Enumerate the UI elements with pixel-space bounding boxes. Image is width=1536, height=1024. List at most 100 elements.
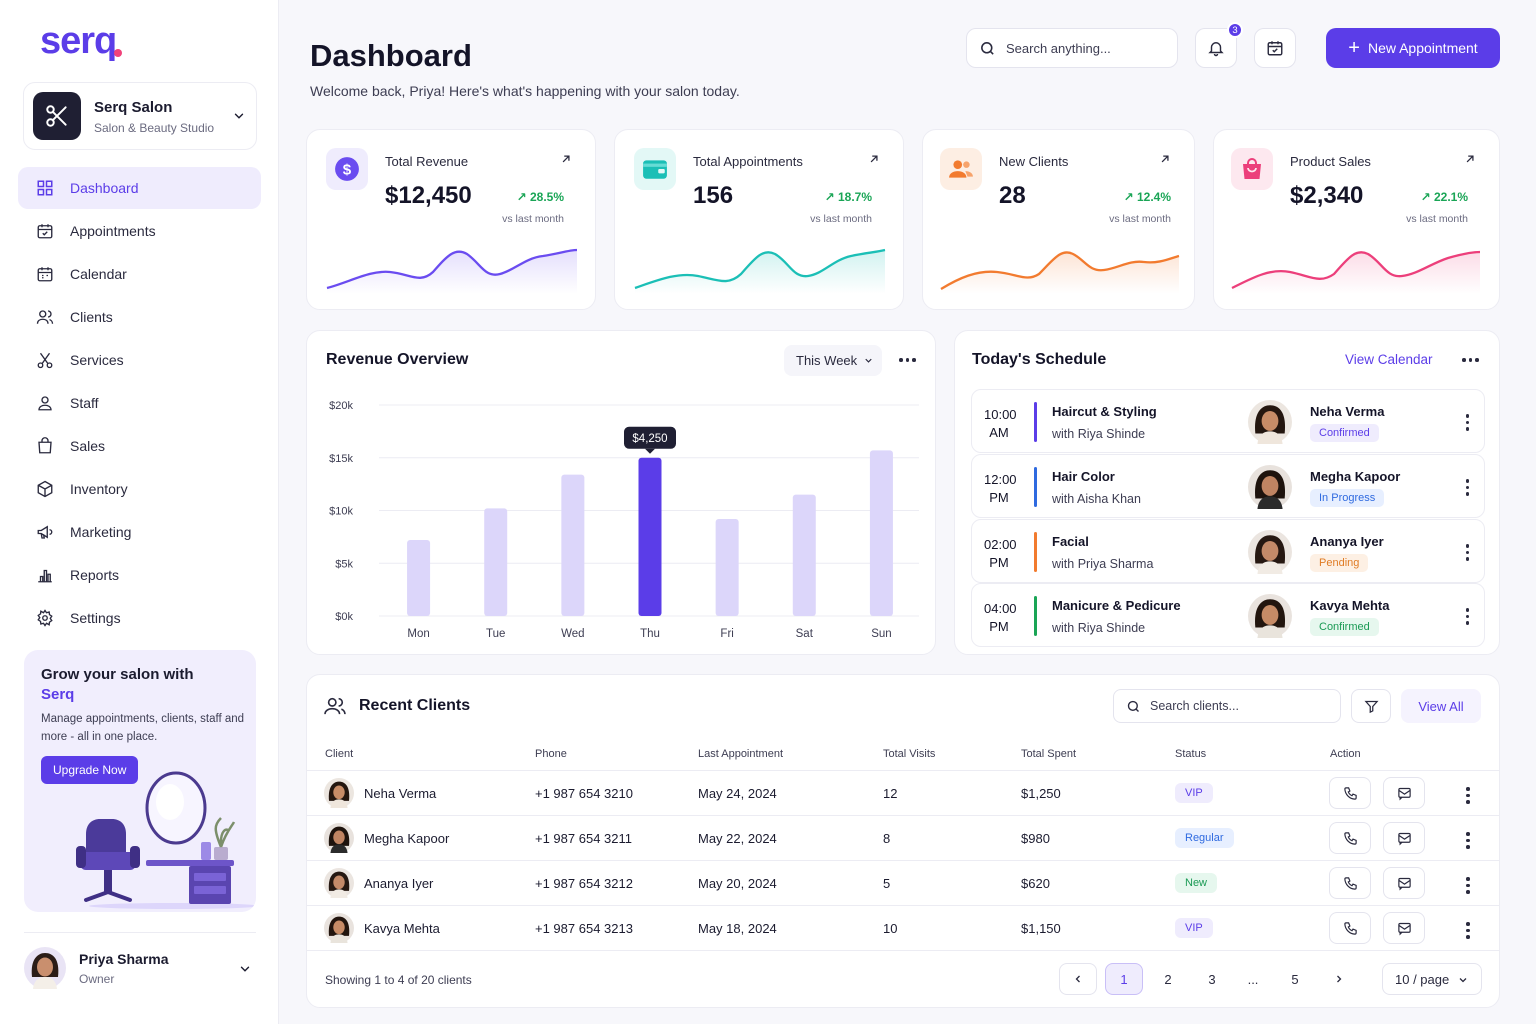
page-button-3[interactable]: 3 xyxy=(1208,971,1216,987)
arrow-up-right-icon[interactable] xyxy=(867,152,881,166)
page-button-5[interactable]: 5 xyxy=(1291,971,1299,987)
column-header: Client xyxy=(325,748,354,760)
client-name[interactable]: Neha Verma xyxy=(364,786,437,801)
range-select-value: This Week xyxy=(796,353,858,368)
user-profile[interactable]: Priya Sharma Owner xyxy=(24,932,256,1002)
client-name[interactable]: Ananya Iyer xyxy=(364,876,434,891)
bar-sun xyxy=(869,450,893,616)
next-page-button[interactable] xyxy=(1320,963,1358,995)
trend-up-icon: ↗ xyxy=(1123,190,1137,204)
schedule-item[interactable]: 02:00 PM Facial with Priya Sharma Ananya … xyxy=(971,519,1485,583)
table-row[interactable]: Neha Verma +1 987 654 3210 May 24, 2024 … xyxy=(307,771,1500,816)
sidebar-item-marketing[interactable]: Marketing xyxy=(18,511,261,553)
global-search-input[interactable]: Search anything... xyxy=(966,28,1178,68)
status-badge: In Progress xyxy=(1310,489,1385,507)
sidebar-item-settings[interactable]: Settings xyxy=(18,597,261,639)
client-search-input[interactable]: Search clients... xyxy=(1113,689,1341,723)
table-row[interactable]: Megha Kapoor +1 987 654 3211 May 22, 202… xyxy=(307,816,1500,861)
workspace-switcher[interactable]: Serq Salon Salon & Beauty Studio xyxy=(23,82,257,150)
client-spent: $1,250 xyxy=(1021,786,1061,801)
per-page-select[interactable]: 10 / page xyxy=(1382,963,1482,995)
more-vertical-icon[interactable] xyxy=(1466,832,1470,849)
sidebar-item-reports[interactable]: Reports xyxy=(18,554,261,596)
megaphone-icon xyxy=(36,523,54,541)
more-vertical-icon[interactable] xyxy=(1465,608,1469,625)
message-button[interactable] xyxy=(1383,912,1425,944)
users-icon xyxy=(324,696,346,716)
range-select[interactable]: This Week xyxy=(784,345,882,376)
logo[interactable]: serq xyxy=(40,20,123,63)
more-vertical-icon[interactable] xyxy=(1466,787,1470,804)
avatar xyxy=(1248,530,1292,574)
status-badge: New xyxy=(1175,873,1218,893)
column-header: Action xyxy=(1330,748,1361,760)
client-last-appointment: May 24, 2024 xyxy=(698,786,777,801)
arrow-up-right-icon[interactable] xyxy=(1463,152,1477,166)
status-badge: Confirmed xyxy=(1310,424,1379,442)
avatar xyxy=(324,823,354,853)
more-vertical-icon[interactable] xyxy=(1465,479,1469,496)
call-button[interactable] xyxy=(1329,912,1371,944)
bar-thu xyxy=(638,457,662,616)
new-appointment-button[interactable]: + New Appointment xyxy=(1326,28,1500,68)
page-title: Dashboard xyxy=(310,38,472,73)
client-name[interactable]: Megha Kapoor xyxy=(364,831,450,846)
message-button[interactable] xyxy=(1383,867,1425,899)
calendar-button[interactable] xyxy=(1254,28,1296,68)
todays-schedule-card: Today's Schedule View Calendar 10:00 AM H… xyxy=(954,330,1500,655)
more-horizontal-icon[interactable] xyxy=(1462,358,1479,362)
notifications-button[interactable]: 3 xyxy=(1195,22,1243,68)
arrow-up-right-icon[interactable] xyxy=(1158,152,1172,166)
schedule-item[interactable]: 12:00 PM Hair Color with Aisha Khan Megha… xyxy=(971,454,1485,518)
sidebar: serq Serq Salon Salon & Beauty Studio Da… xyxy=(0,0,279,1024)
stat-label: Total Appointments xyxy=(693,154,803,169)
sidebar-item-dashboard[interactable]: Dashboard xyxy=(18,167,261,209)
revenue-bar-chart: $0k $5k $10k $15k $20k Mon Tue Wed Thu $4,250 Fri S… xyxy=(329,400,919,640)
more-horizontal-icon[interactable] xyxy=(899,358,916,362)
upgrade-now-button[interactable]: Upgrade Now xyxy=(41,756,139,784)
view-all-button[interactable]: View All xyxy=(1401,689,1481,723)
bar-fri xyxy=(715,518,739,616)
schedule-item[interactable]: 10:00 AM Haircut & Styling with Riya Shin… xyxy=(971,389,1485,453)
sidebar-item-services[interactable]: Services xyxy=(18,339,261,381)
sidebar-item-appointments[interactable]: Appointments xyxy=(18,210,261,252)
sidebar-item-clients[interactable]: Clients xyxy=(18,296,261,338)
view-calendar-link[interactable]: View Calendar xyxy=(1345,352,1433,367)
filter-button[interactable] xyxy=(1351,689,1391,723)
table-row[interactable]: Ananya Iyer +1 987 654 3212 May 20, 2024… xyxy=(307,861,1500,906)
client-name[interactable]: Kavya Mehta xyxy=(364,921,440,936)
stat-value: 156 xyxy=(693,182,734,209)
call-button[interactable] xyxy=(1329,867,1371,899)
page-button-1[interactable]: 1 xyxy=(1105,963,1143,995)
sidebar-item-sales[interactable]: Sales xyxy=(18,425,261,467)
client-phone: +1 987 654 3212 xyxy=(535,876,633,891)
users-icon xyxy=(940,148,982,190)
sidebar-item-inventory[interactable]: Inventory xyxy=(18,468,261,510)
schedule-title: Today's Schedule xyxy=(972,351,1107,368)
message-icon xyxy=(1397,921,1412,936)
more-vertical-icon[interactable] xyxy=(1466,877,1470,894)
call-button[interactable] xyxy=(1329,777,1371,809)
user-name: Priya Sharma xyxy=(79,951,169,967)
prev-page-button[interactable] xyxy=(1059,963,1097,995)
client-phone: +1 987 654 3213 xyxy=(535,921,633,936)
stat-change: ↗ 18.7% xyxy=(824,190,872,204)
call-button[interactable] xyxy=(1329,822,1371,854)
more-vertical-icon[interactable] xyxy=(1465,414,1469,431)
table-row[interactable]: Kavya Mehta +1 987 654 3213 May 18, 2024… xyxy=(307,906,1500,951)
status-badge: VIP xyxy=(1175,918,1213,938)
upgrade-promo: Grow your salon with Serq Manage appoint… xyxy=(24,650,256,912)
more-vertical-icon[interactable] xyxy=(1465,544,1469,561)
x-tick-label: Wed xyxy=(561,628,584,640)
sidebar-item-staff[interactable]: Staff xyxy=(18,382,261,424)
sidebar-item-calendar[interactable]: Calendar xyxy=(18,253,261,295)
schedule-item[interactable]: 04:00 PM Manicure & Pedicure with Riya Sh… xyxy=(971,583,1485,647)
page-button-2[interactable]: 2 xyxy=(1164,971,1172,987)
message-button[interactable] xyxy=(1383,822,1425,854)
more-vertical-icon[interactable] xyxy=(1466,922,1470,939)
client-visits: 8 xyxy=(883,831,891,846)
message-button[interactable] xyxy=(1383,777,1425,809)
tooltip-value: $4,250 xyxy=(632,433,667,445)
arrow-up-right-icon[interactable] xyxy=(559,152,573,166)
new-appointment-label: New Appointment xyxy=(1367,40,1478,56)
